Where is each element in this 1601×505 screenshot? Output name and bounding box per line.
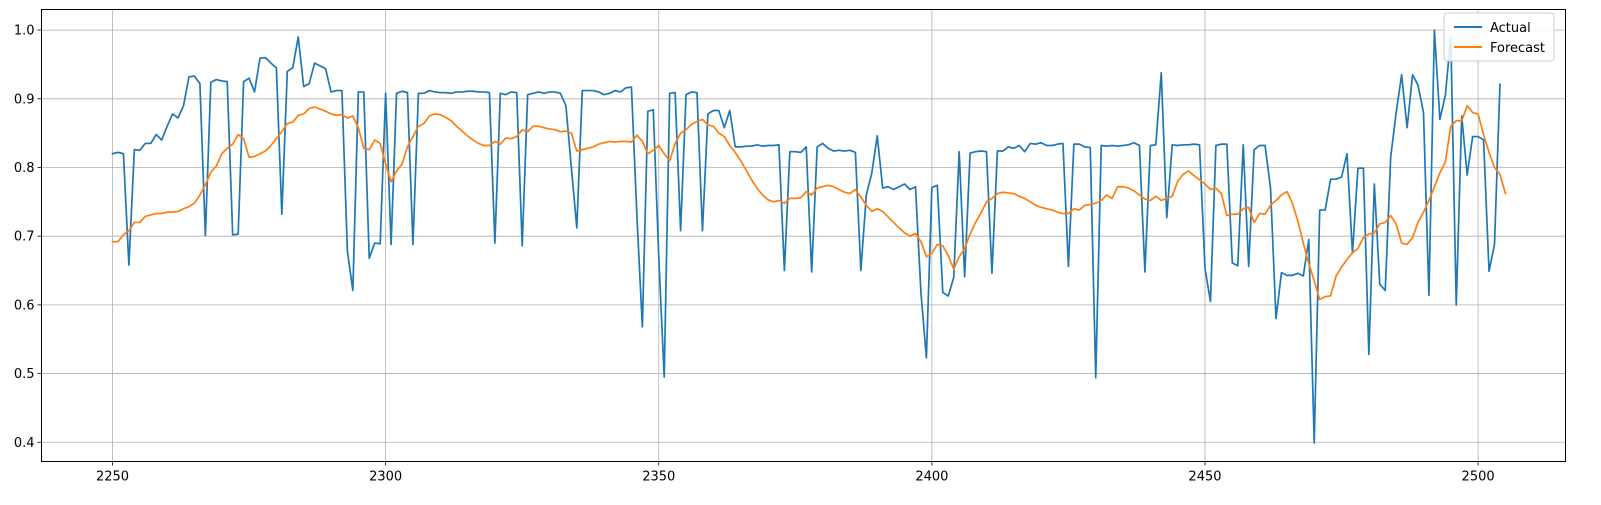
- y-axis: 0.4 0.5 0.6 0.7 0.8 0.9 1.0: [14, 24, 42, 451]
- legend-label-actual: Actual: [1490, 21, 1531, 36]
- x-tick-label: 2300: [369, 470, 402, 485]
- y-tick-label: 0.6: [14, 298, 35, 313]
- legend-box: [1443, 12, 1555, 62]
- x-axis: 2250 2300 2350 2400 2450 2500: [96, 461, 1495, 485]
- legend-label-forecast: Forecast: [1490, 41, 1545, 56]
- x-tick-label: 2500: [1462, 470, 1495, 485]
- x-tick-label: 2350: [642, 470, 675, 485]
- y-tick-label: 0.4: [14, 436, 35, 451]
- grid-lines: [41, 9, 1566, 462]
- y-tick-label: 1.0: [14, 24, 35, 39]
- x-tick-label: 2450: [1188, 470, 1221, 485]
- y-tick-label: 0.7: [14, 230, 35, 245]
- y-tick-label: 0.5: [14, 367, 35, 382]
- y-tick-label: 0.9: [14, 92, 35, 107]
- y-tick-label: 0.8: [14, 161, 35, 176]
- x-tick-label: 2400: [915, 470, 948, 485]
- legend: Actual Forecast: [1443, 12, 1555, 62]
- plot-series: [111, 29, 1507, 444]
- series-line-forecast: [111, 104, 1507, 301]
- x-tick-label: 2250: [96, 470, 129, 485]
- series-line-actual: [111, 29, 1501, 444]
- plot-area-frame: [41, 9, 1566, 462]
